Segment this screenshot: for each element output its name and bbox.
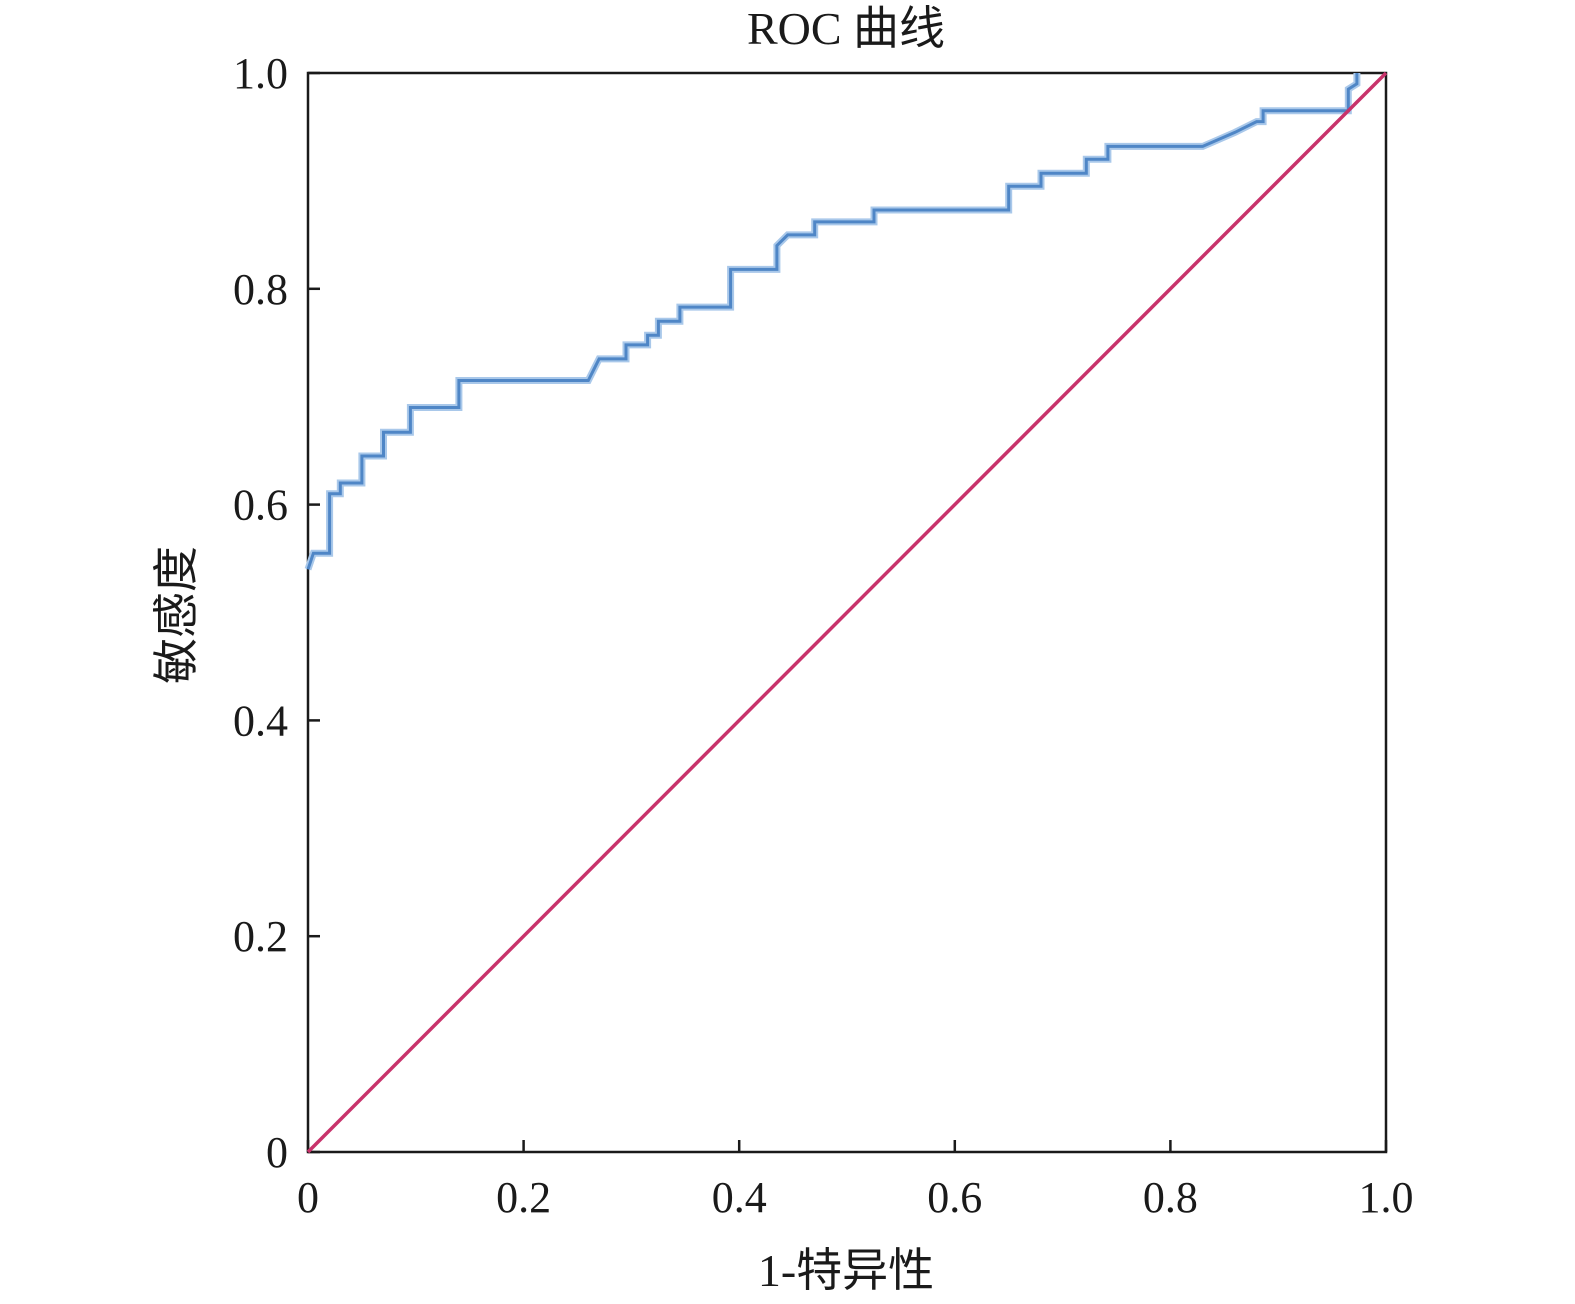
x-tick-label: 0	[297, 1173, 319, 1222]
y-axis-ticks: 0 0.2 0.4 0.6 0.8 1.0	[233, 49, 320, 1177]
series-layer	[304, 71, 1388, 1154]
chart-title: ROC 曲线	[747, 3, 945, 54]
roc-curve-line	[306, 73, 1359, 570]
x-tick-label: 0.6	[927, 1173, 982, 1222]
y-axis-title: 敏感度	[151, 546, 202, 684]
x-axis-ticks: 0 0.2 0.4 0.6 0.8 1.0	[297, 1140, 1414, 1222]
x-tick-label: 0.2	[496, 1173, 551, 1222]
y-tick-label: 0	[266, 1128, 288, 1177]
x-tick-label: 1.0	[1359, 1173, 1414, 1222]
y-tick-label: 0.4	[233, 696, 288, 745]
x-tick-label: 0.8	[1143, 1173, 1198, 1222]
y-tick-label: 1.0	[233, 49, 288, 98]
x-tick-label: 0.4	[712, 1173, 767, 1222]
x-axis-title: 1-特异性	[758, 1245, 934, 1296]
y-tick-label: 0.8	[233, 265, 288, 314]
plot-frame	[306, 71, 1388, 1154]
y-tick-label: 0.6	[233, 481, 288, 530]
y-tick-label: 0.2	[233, 912, 288, 961]
reference-diagonal-line	[306, 71, 1388, 1154]
